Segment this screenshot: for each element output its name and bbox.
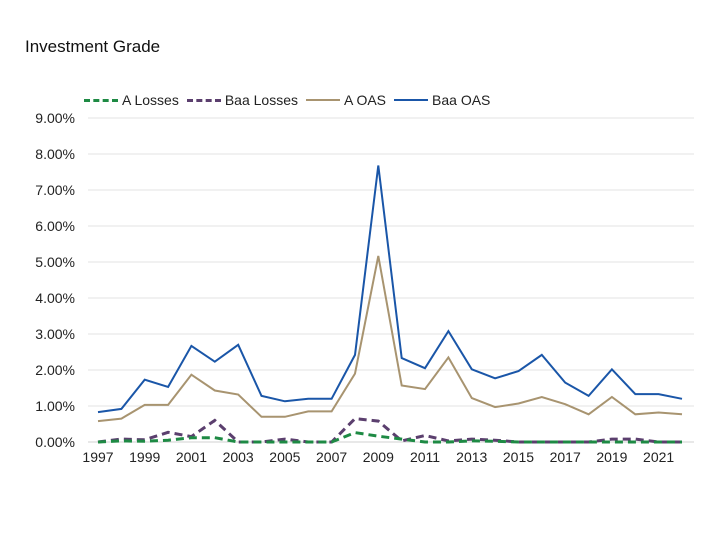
legend-swatch-a-oas bbox=[306, 99, 340, 101]
legend-item-baa-losses: Baa Losses bbox=[186, 92, 298, 108]
y-tick-label: 0.00% bbox=[35, 434, 75, 450]
legend-item-a-losses: A Losses bbox=[84, 92, 179, 108]
legend-item-a-oas: A OAS bbox=[306, 92, 386, 108]
series-line-baa-oas bbox=[97, 165, 683, 414]
series-line-a-oas bbox=[97, 255, 683, 423]
legend-label-a-losses: A Losses bbox=[122, 92, 179, 108]
x-tick-label: 2017 bbox=[550, 449, 581, 465]
x-tick-label: 2001 bbox=[176, 449, 207, 465]
x-tick-label: 2019 bbox=[596, 449, 627, 465]
x-axis-ticks: 1997 1999 2001 2003 2005 2007 2009 2011 2013 2015… bbox=[82, 449, 674, 465]
x-tick-label: 2015 bbox=[503, 449, 534, 465]
legend-swatch-baa-oas bbox=[394, 99, 429, 101]
x-tick-label: 2005 bbox=[269, 449, 300, 465]
y-tick-label: 3.00% bbox=[35, 326, 75, 342]
legend-swatch-baa-losses bbox=[186, 98, 221, 102]
x-tick-label: 1997 bbox=[82, 449, 113, 465]
y-axis-ticks: 0.00% 1.00% 2.00% 3.00% 4.00% 5.00% 6.00% 7.00%… bbox=[35, 110, 75, 450]
legend-label-baa-losses: Baa Losses bbox=[224, 92, 298, 108]
y-tick-label: 4.00% bbox=[35, 290, 75, 306]
series-lines bbox=[97, 165, 683, 444]
gridlines bbox=[88, 117, 694, 443]
x-tick-label: 1999 bbox=[129, 449, 160, 465]
legend-label-baa-oas: Baa OAS bbox=[432, 92, 491, 108]
legend-item-baa-oas: Baa OAS bbox=[394, 92, 490, 108]
chart-title: Investment Grade bbox=[25, 37, 161, 56]
y-tick-label: 7.00% bbox=[35, 182, 75, 198]
series-line-a-losses bbox=[97, 431, 682, 444]
x-tick-label: 2021 bbox=[643, 449, 674, 465]
series-line-baa-losses bbox=[97, 417, 682, 444]
y-tick-label: 9.00% bbox=[35, 110, 75, 126]
x-tick-label: 2011 bbox=[410, 449, 440, 465]
legend-label-a-oas: A OAS bbox=[344, 92, 387, 108]
y-tick-label: 6.00% bbox=[35, 218, 75, 234]
x-tick-label: 2003 bbox=[223, 449, 254, 465]
x-tick-label: 2013 bbox=[456, 449, 487, 465]
y-tick-label: 8.00% bbox=[35, 146, 75, 162]
legend-swatch-a-losses bbox=[84, 98, 118, 102]
legend: A Losses Baa Losses A OAS Baa OAS bbox=[84, 92, 498, 108]
y-tick-label: 2.00% bbox=[35, 362, 75, 378]
x-tick-label: 2009 bbox=[363, 449, 394, 465]
y-tick-label: 5.00% bbox=[35, 254, 75, 270]
y-tick-label: 1.00% bbox=[35, 398, 75, 414]
x-tick-label: 2007 bbox=[316, 449, 347, 465]
